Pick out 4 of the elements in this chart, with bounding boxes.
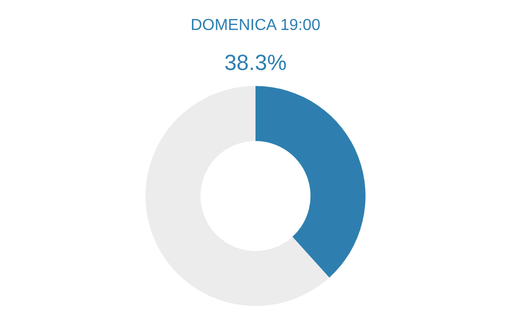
donut-slice <box>146 86 330 306</box>
donut-slice <box>256 86 366 278</box>
chart-title: DOMENICA 19:00 <box>190 17 321 34</box>
chart-subtitle: 38.3% <box>224 50 287 75</box>
